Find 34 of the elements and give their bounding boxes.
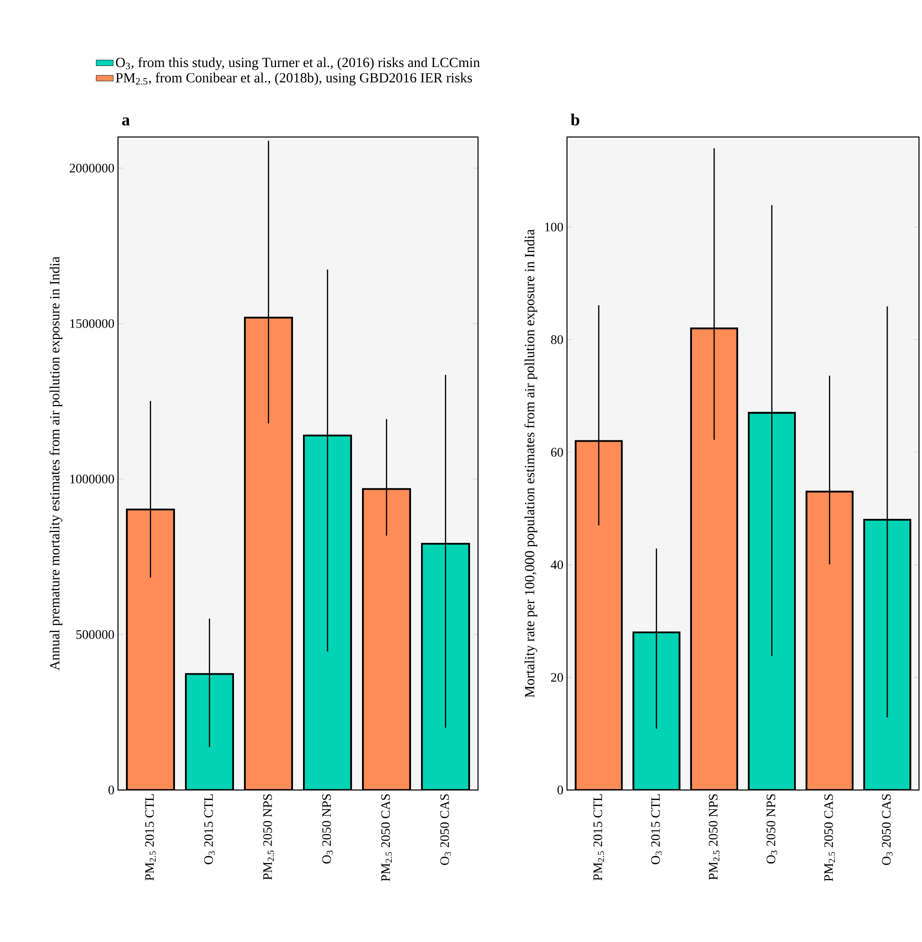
y-tick-label: 100: [545, 222, 563, 232]
legend-label: PM$_{2.5}$, from Conibear et al., (2018b), using GBD2016 IER risks: [116, 72, 472, 86]
y-axis-title: Annual premature mortality estimates from air pollution exposure in India: [49, 256, 62, 670]
x-tick-label: O$_{3}$ 2015 CTL: [651, 794, 662, 864]
y-tick-label: 0: [558, 786, 563, 794]
x-tick-label: O$_{3}$ 2050 CAS: [882, 794, 893, 865]
legend-label: O$_{3}$, from this study, using Turner et al., (2016) risks and LCCmin: [116, 57, 480, 70]
bar: [126, 510, 174, 790]
bar: [576, 440, 622, 790]
y-tick-label: 60: [551, 448, 563, 457]
x-tick-label: PM$_{2.5}$ 2050 NPS: [263, 794, 274, 880]
y-tick-label: 40: [550, 560, 563, 570]
bar: [244, 318, 292, 790]
bar: [691, 328, 738, 790]
bar: [362, 488, 412, 790]
chart-title: a: [122, 117, 130, 126]
y-axis-title: Mortality rate per 100,000 population estimates from air pollution exposure in India: [524, 229, 538, 698]
x-tick-label: PM$_{2.5}$ 2015 CTL: [593, 794, 604, 881]
x-tick-label: O$_{3}$ 2050 CAS: [440, 794, 451, 865]
y-tick-label: 20: [551, 673, 563, 682]
x-tick-label: O$_{3}$ 2050 NPS: [766, 794, 778, 864]
x-tick-label: PM$_{2.5}$ 2050 CAS: [824, 794, 835, 882]
x-tick-label: O$_{3}$ 2015 CTL: [204, 794, 215, 864]
x-tick-label: PM$_{2.5}$ 2015 CTL: [145, 794, 156, 881]
y-tick-label: 80: [551, 335, 563, 344]
y-tick-label: 0: [108, 786, 114, 794]
y-tick-label: 1000000: [70, 474, 114, 484]
x-tick-label: PM$_{2.5}$ 2050 CAS: [381, 794, 392, 882]
y-tick-label: 2000000: [70, 164, 114, 172]
y-tick-label: 500000: [76, 630, 114, 639]
chart-title: b: [570, 114, 580, 126]
x-tick-label: PM$_{2.5}$ 2050 NPS: [708, 794, 720, 880]
x-tick-label: O$_{3}$ 2050 NPS: [322, 794, 333, 864]
y-tick-label: 1500000: [70, 319, 114, 328]
